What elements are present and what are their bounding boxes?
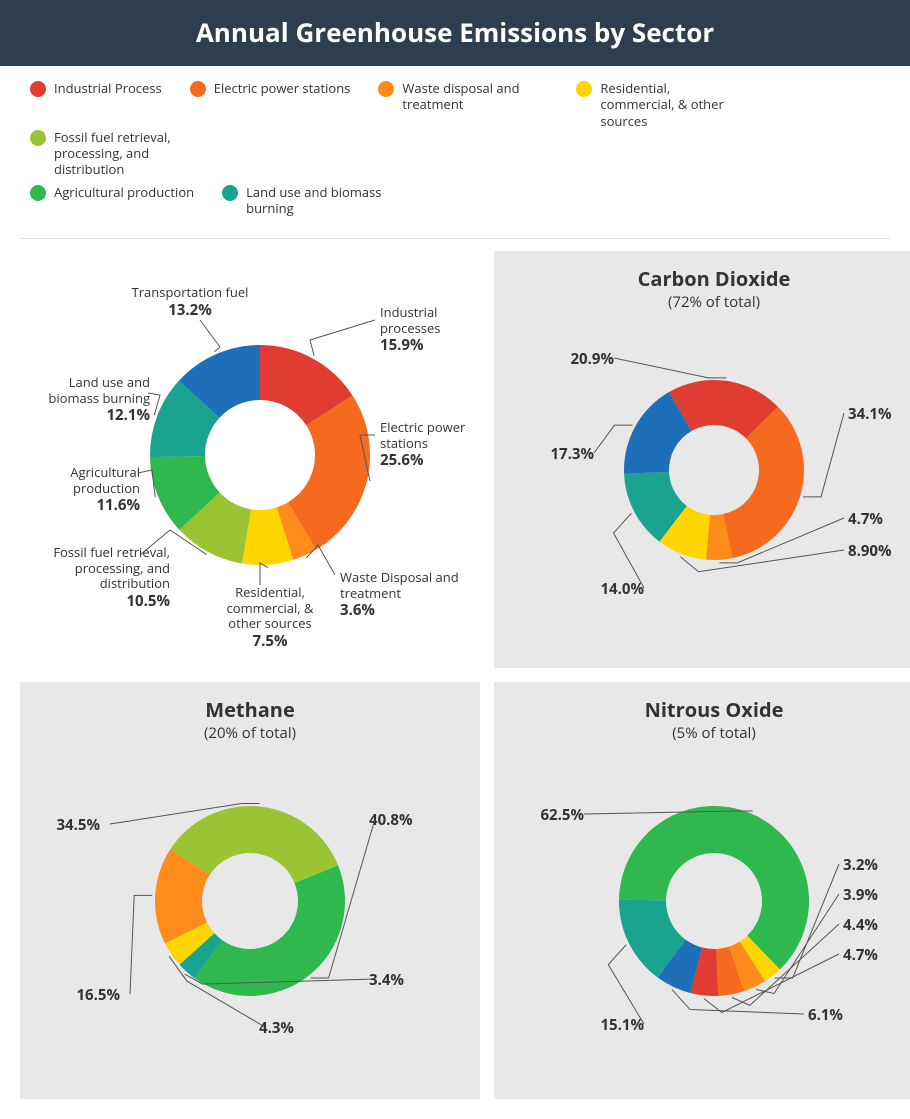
legend: Industrial Process Electric power station…: [0, 66, 910, 232]
slice-label: Land use and biomass burning12.1%: [30, 375, 150, 424]
slice-label: Agricultural production11.6%: [30, 465, 140, 514]
panel-n2o: Nitrous Oxide (5% of total) 3.2% 3.9% 4.4%…: [494, 682, 910, 1099]
legend-dot: [30, 185, 46, 201]
legend-label: Residential, commercial, & other sources: [600, 80, 746, 129]
slice-pct: 40.8%: [369, 811, 439, 829]
panel-methane: Methane (20% of total) 40.8% 3.4% 4.3% 16.5…: [20, 682, 480, 1099]
panel-sub-n2o: (5% of total): [504, 723, 910, 743]
slice-pct: 62.5%: [514, 806, 584, 824]
legend-item: Agricultural production: [30, 184, 194, 217]
slice-pct: 3.9%: [843, 886, 910, 904]
legend-label: Fossil fuel retrieval, processing, and d…: [54, 129, 200, 178]
panel-sub-co2: (72% of total): [504, 292, 910, 312]
slice-label: Industrial processes15.9%: [380, 305, 500, 354]
panel-overall: Industrial processes15.9%Electric power …: [20, 251, 480, 668]
slice-pct: 8.90%: [848, 542, 910, 560]
legend-item: Land use and biomass burning: [222, 184, 392, 217]
slice-pct: 16.5%: [50, 986, 120, 1004]
panel-sub-methane: (20% of total): [30, 723, 470, 743]
legend-item: Fossil fuel retrieval, processing, and d…: [30, 129, 200, 178]
legend-label: Electric power stations: [214, 80, 351, 96]
slice-pct: 20.9%: [544, 350, 614, 368]
panel-title-n2o: Nitrous Oxide: [504, 696, 910, 723]
panel-title-co2: Carbon Dioxide: [504, 265, 910, 292]
slice-pct: 34.5%: [30, 816, 100, 834]
slice-pct: 4.7%: [843, 946, 910, 964]
legend-item: Industrial Process: [30, 80, 162, 129]
slice-label: Fossil fuel retrieval, processing, and d…: [30, 545, 170, 610]
slice-label: Residential, commercial, & other sources…: [210, 585, 330, 650]
legend-item: Residential, commercial, & other sources: [576, 80, 746, 129]
slice-pct: 4.4%: [843, 916, 910, 934]
legend-label: Agricultural production: [54, 184, 194, 200]
slice-label: Electric power stations25.6%: [380, 420, 480, 469]
legend-dot: [190, 81, 206, 97]
donut-methane: [40, 751, 460, 1051]
legend-label: Waste disposal and treatment: [402, 80, 548, 113]
legend-dot: [30, 81, 46, 97]
legend-dot: [576, 81, 592, 97]
slice-label: Waste Disposal and treatment3.6%: [340, 570, 470, 619]
page-title: Annual Greenhouse Emissions by Sector: [0, 0, 910, 66]
legend-dot: [222, 185, 238, 201]
slice-pct: 15.1%: [574, 1016, 644, 1034]
panel-co2: Carbon Dioxide (72% of total) 20.9% 34.1%…: [494, 251, 910, 668]
slice-pct: 34.1%: [848, 405, 910, 423]
legend-item: Waste disposal and treatment: [378, 80, 548, 129]
donut-slice: [195, 865, 345, 996]
legend-dot: [30, 130, 46, 146]
slice-label: Transportation fuel13.2%: [110, 285, 270, 319]
legend-label: Industrial Process: [54, 80, 162, 96]
panel-title-methane: Methane: [30, 696, 470, 723]
legend-dot: [378, 81, 394, 97]
slice-pct: 17.3%: [524, 445, 594, 463]
slice-pct: 4.7%: [848, 510, 910, 528]
legend-label: Land use and biomass burning: [246, 184, 392, 217]
slice-pct: 6.1%: [808, 1006, 878, 1024]
legend-separator: [20, 238, 890, 239]
slice-pct: 3.4%: [369, 971, 439, 989]
slice-pct: 4.3%: [259, 1019, 329, 1037]
chart-grid: Industrial processes15.9% Electric power …: [0, 251, 910, 1119]
slice-pct: 3.2%: [843, 856, 910, 874]
slice-pct: 14.0%: [574, 580, 644, 598]
legend-item: Electric power stations: [190, 80, 351, 129]
